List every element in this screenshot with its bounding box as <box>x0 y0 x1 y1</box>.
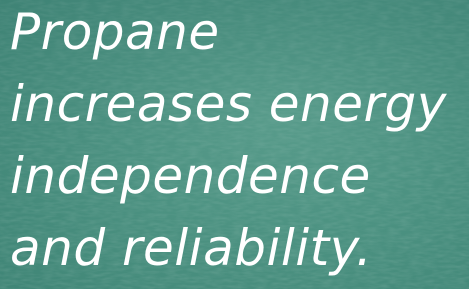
headline-line: and reliability. <box>10 212 447 284</box>
headline-line: Propane <box>10 0 447 68</box>
headline-line: independence <box>10 140 447 212</box>
headline-line: increases energy <box>10 68 447 140</box>
headline: Propane increases energy independence an… <box>10 0 447 284</box>
page: Propane increases energy independence an… <box>0 0 469 289</box>
